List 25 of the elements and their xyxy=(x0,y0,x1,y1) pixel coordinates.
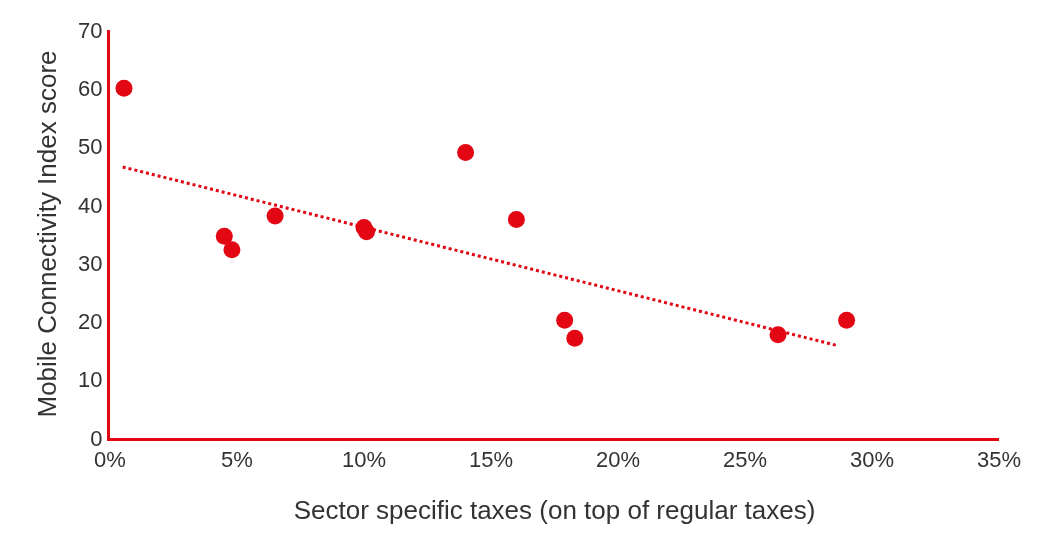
point xyxy=(215,227,233,245)
y-tick-label: 60 xyxy=(78,75,103,101)
y-tick-label: 70 xyxy=(78,17,103,43)
x-tick-label: 35% xyxy=(976,447,1022,473)
y-tick-label: 30 xyxy=(78,250,103,276)
y-tick-label: 50 xyxy=(78,134,103,160)
point xyxy=(223,241,241,259)
point xyxy=(556,311,574,329)
point xyxy=(266,207,284,225)
point xyxy=(457,143,475,161)
y-axis-title: Mobile Connectivity Index score xyxy=(31,50,62,418)
x-tick-label: 30% xyxy=(849,447,895,473)
x-axis-title: Sector specific taxes (on top of regular taxes) xyxy=(293,495,816,526)
point xyxy=(507,210,525,228)
y-tick-label: 40 xyxy=(78,192,103,218)
point xyxy=(838,311,856,329)
x-tick-label: 5% xyxy=(221,447,253,473)
point xyxy=(566,329,584,347)
point xyxy=(115,79,133,97)
x-tick-label: 10% xyxy=(341,447,387,473)
x-tick-label: 25% xyxy=(722,447,768,473)
x-tick-label: 20% xyxy=(595,447,641,473)
x-tick-label: 15% xyxy=(468,447,514,473)
y-tick-label: 20 xyxy=(78,309,103,335)
y-tick-label: 10 xyxy=(78,367,103,393)
